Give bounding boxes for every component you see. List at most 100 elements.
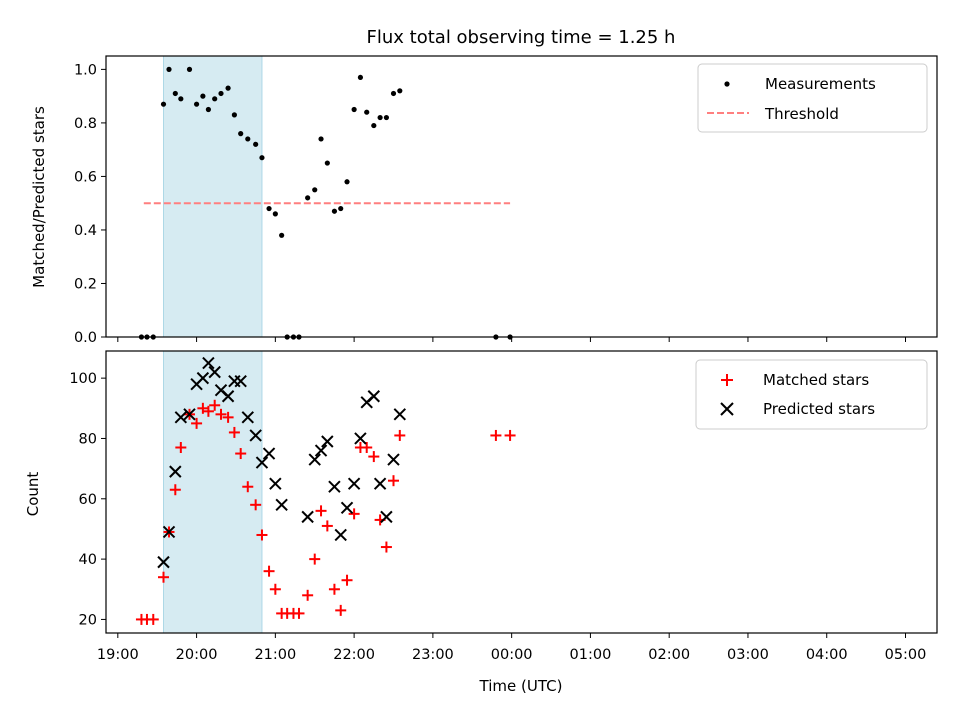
measurement-point [193, 101, 200, 107]
matched-star-point [388, 475, 400, 487]
count-x-tick-label: 23:00 [412, 647, 454, 663]
count-x-tick-label: 00:00 [491, 647, 533, 663]
predicted-star-point-b [301, 510, 314, 524]
measurement-point [397, 88, 403, 94]
predicted-star-point [328, 480, 341, 493]
count-y-tick-label: 100 [69, 371, 97, 387]
predicted-star-point [208, 365, 221, 379]
predicted-star-point-b [214, 384, 228, 397]
measurement-point [371, 122, 377, 129]
count-x-tick-label: 21:00 [254, 647, 296, 663]
count-x-tick-label: 04:00 [806, 647, 848, 663]
ratio-y-tick-label: 1.0 [74, 62, 97, 78]
predicted-star-point [249, 429, 262, 442]
matched-star-point [215, 408, 227, 420]
matched-star-point [368, 451, 380, 463]
predicted-star-point [174, 411, 188, 424]
matched-star-point [490, 429, 502, 441]
predicted-star-point [380, 510, 393, 524]
count-x-tick-label: 05:00 [885, 647, 927, 663]
matched-star-point [228, 426, 240, 438]
matched-star-point [256, 529, 268, 541]
predicted-star-point-b [334, 528, 347, 542]
measurement-point [331, 208, 338, 214]
ratio-y-tick-label: 0.0 [74, 330, 97, 346]
measurement-point [324, 160, 330, 166]
shaded-span-rect [163, 55, 263, 338]
predicted-star-point-b [314, 444, 328, 457]
matched-star-point [242, 481, 254, 493]
matched-star-point [341, 574, 353, 586]
legend-predicted-marker [720, 402, 734, 416]
predicted-star-point-b [241, 411, 254, 424]
measurement-point [259, 155, 265, 161]
measurement-point [205, 106, 211, 113]
predicted-star-point-b [157, 555, 170, 569]
count-y-ticks: 20 40 60 80 100 [69, 371, 106, 628]
predicted-star-point-b [234, 374, 247, 388]
measurement-point [357, 74, 364, 81]
legend-predicted-label: Predicted stars [763, 400, 875, 418]
count-x-tick-label: 19:00 [97, 647, 139, 663]
predicted-star-point-b [308, 453, 321, 466]
measurement-point [186, 66, 193, 72]
x-axis-label: Time (UTC) [479, 677, 563, 695]
matched-star-point [222, 411, 234, 423]
predicted-star-point [269, 477, 282, 490]
predicted-star-point [347, 477, 361, 490]
count-y-tick-label: 60 [79, 492, 97, 508]
matched-star-point [250, 499, 262, 511]
ratio-x-ticks [117, 337, 906, 342]
predicted-star-point-b [174, 411, 188, 424]
matched-star-point [335, 604, 347, 616]
measurement-point [245, 136, 251, 142]
matched-star-point [269, 583, 281, 595]
predicted-star-point [334, 528, 347, 542]
measurement-point [166, 66, 172, 72]
shaded-observing-span [163, 55, 263, 338]
matched-star-point [348, 508, 360, 520]
measurement-point [253, 141, 259, 147]
count-points [135, 356, 516, 625]
matched-star-point [309, 553, 321, 565]
matched-star-point [504, 429, 516, 441]
predicted-star-point [301, 510, 314, 524]
predicted-star-point-b [347, 477, 361, 490]
predicted-star-point-b [387, 453, 400, 466]
predicted-star-point-b [367, 390, 381, 403]
measurement-point [383, 114, 390, 121]
matched-star-point [302, 589, 314, 601]
predicted-star-point-b [249, 429, 262, 442]
ratio-panel-frame [105, 55, 938, 338]
predicted-star-point-b [221, 390, 235, 403]
predicted-star-point-b [328, 480, 341, 493]
matched-star-point [394, 429, 406, 441]
measurement-point [238, 131, 244, 137]
matched-star-point [235, 448, 247, 460]
matched-star-point [361, 442, 373, 454]
measurement-point [225, 85, 231, 91]
ratio-y-tick-label: 0.8 [74, 116, 97, 132]
count-y-tick-label: 40 [79, 552, 97, 568]
predicted-star-point-b [202, 356, 215, 370]
count-panel: 20 40 60 80 100 19:00 20:00 21:00 22:00 23:00 00:… [24, 350, 938, 695]
count-legend-box [695, 359, 928, 430]
predicted-star-point [241, 411, 254, 424]
matched-star-point [321, 520, 333, 532]
legend-measurements-marker [724, 81, 730, 87]
predicted-star-point-b [380, 510, 393, 524]
measurement-point [351, 106, 357, 113]
count-x-ticks: 19:00 20:00 21:00 22:00 23:00 00:00 01:00 02:00… [97, 633, 926, 663]
ratio-y-tick-label: 0.4 [74, 223, 97, 239]
ratio-y-ticks: 0.0 0.2 0.4 0.6 0.8 1.0 [74, 62, 106, 346]
measurement-point [364, 109, 370, 115]
predicted-star-point [308, 453, 321, 466]
count-panel-frame [105, 350, 938, 634]
matched-star-point [328, 583, 340, 595]
measurement-point [305, 195, 311, 201]
legend-matched-marker [721, 374, 733, 386]
measurement-point [212, 96, 218, 102]
predicted-star-point-b [373, 477, 387, 490]
predicted-star-point-b [255, 456, 269, 469]
